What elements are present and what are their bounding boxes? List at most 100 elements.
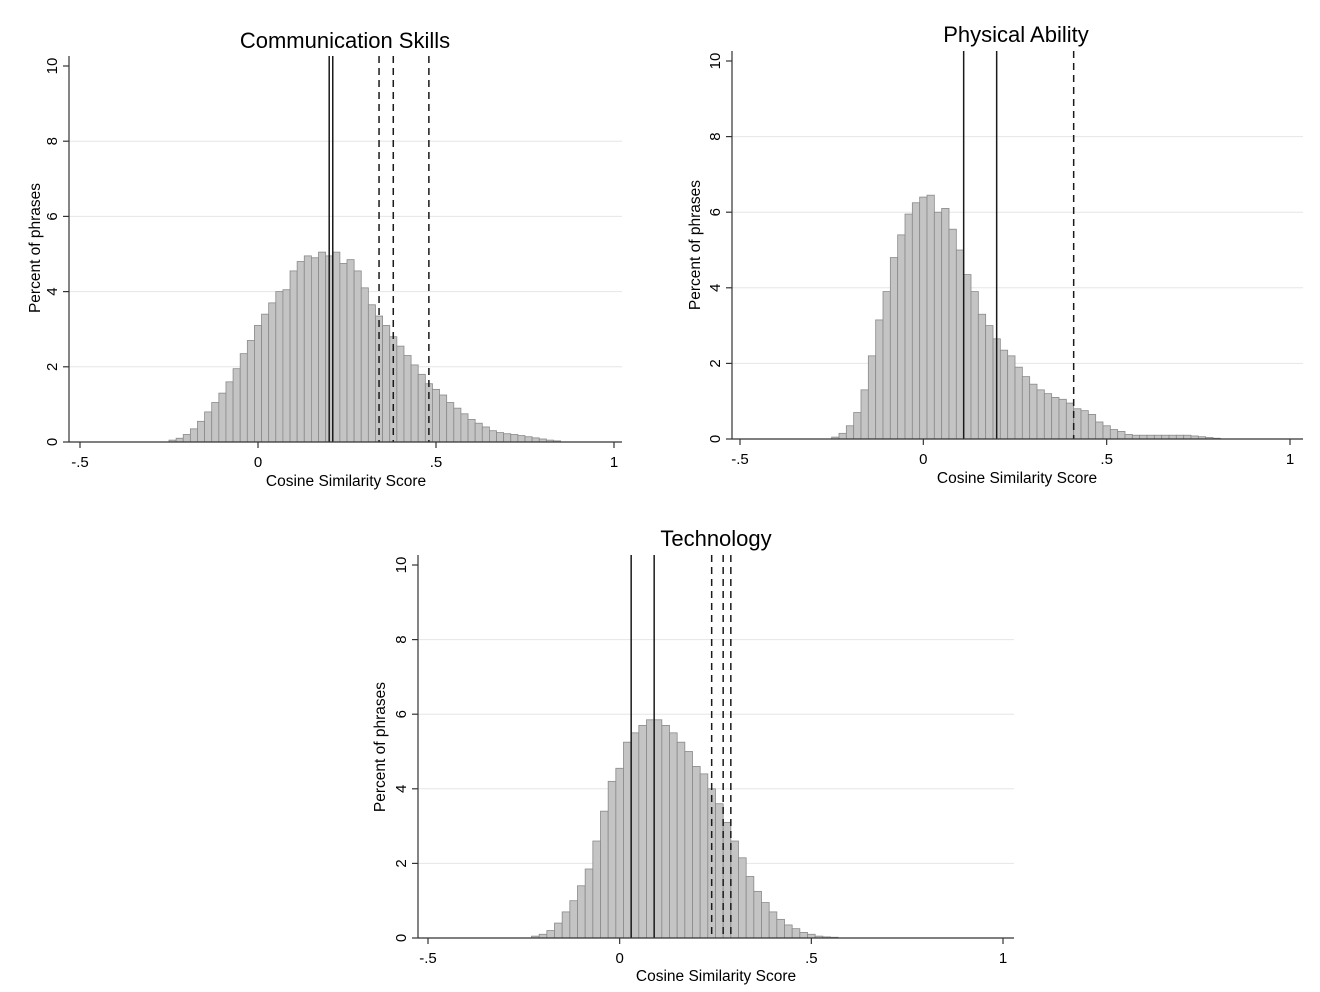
x-axis-title: Cosine Similarity Score	[937, 470, 1097, 487]
histogram-bar	[1021, 376, 1031, 440]
histogram-bar	[446, 402, 455, 443]
histogram-bar	[197, 420, 205, 443]
y-tick-label: 0	[44, 438, 61, 446]
histogram-bar	[838, 432, 847, 440]
y-tick-label: 0	[707, 435, 724, 443]
x-tick-label: .5	[1100, 451, 1113, 468]
histogram-bar	[403, 355, 412, 443]
histogram-bar	[546, 930, 555, 939]
histogram-bar	[453, 407, 462, 443]
y-tick-label: 10	[393, 557, 410, 574]
y-tick-label: 8	[44, 137, 61, 145]
histogram-bar	[955, 249, 965, 440]
histogram-bar	[1029, 383, 1038, 440]
histogram-bar	[738, 857, 747, 939]
histogram-bar	[261, 313, 270, 443]
x-tick-label: 0	[254, 454, 262, 471]
histogram-bar	[296, 261, 305, 443]
histogram-bar	[730, 840, 739, 939]
histogram-bar	[904, 213, 913, 440]
histogram-bar	[684, 751, 693, 939]
histogram-bar	[554, 922, 563, 939]
histogram-bar	[977, 313, 987, 440]
histogram-bar	[753, 890, 762, 939]
histogram-bar	[985, 325, 994, 440]
histogram-bar	[669, 732, 678, 939]
histogram-bar	[1051, 397, 1060, 440]
histogram-bar	[875, 319, 884, 440]
histogram-bar	[882, 291, 891, 440]
y-tick-label: 8	[707, 132, 724, 140]
histogram-bar	[1073, 408, 1082, 440]
histogram-bar	[254, 325, 262, 443]
histogram-bar	[845, 425, 855, 440]
y-tick-label: 4	[707, 284, 724, 292]
histogram-bar	[346, 259, 355, 443]
histogram-bar	[1036, 389, 1045, 440]
histogram-bar	[211, 402, 220, 443]
chart-title: Physical Ability	[943, 22, 1089, 47]
histogram-bar	[239, 353, 248, 443]
histogram-bar	[768, 911, 778, 939]
histogram-bar	[592, 840, 601, 939]
histogram-bar	[439, 394, 448, 443]
histogram-bar	[232, 368, 241, 443]
histogram-bar	[715, 803, 724, 939]
histogram-bar	[360, 287, 369, 443]
histogram-bar	[784, 924, 793, 939]
histogram-bar	[1014, 366, 1023, 440]
y-axis-title: Percent of phrases	[372, 682, 389, 812]
histogram-bar	[1043, 393, 1053, 440]
histogram-bar	[218, 392, 227, 443]
histogram-bar	[310, 257, 319, 443]
histogram-bar	[853, 412, 862, 440]
histogram-bar	[1007, 355, 1016, 440]
histogram-bar	[353, 270, 362, 443]
chart-title: Communication Skills	[240, 28, 450, 53]
y-tick-label: 2	[707, 359, 724, 367]
y-tick-label: 6	[707, 208, 724, 216]
y-tick-label: 0	[393, 934, 410, 942]
histogram-bar	[410, 364, 419, 443]
histogram-bar	[676, 741, 686, 939]
histogram-bar	[460, 413, 469, 443]
histogram-bar	[510, 434, 519, 443]
x-tick-label: 1	[1286, 451, 1294, 468]
chart-title: Technology	[660, 526, 771, 551]
histogram-bar	[963, 274, 972, 440]
histogram-bar	[577, 885, 586, 939]
histogram-bar	[1124, 434, 1133, 440]
y-axis-title: Percent of phrases	[687, 180, 704, 310]
histogram-bar	[776, 918, 785, 939]
histogram-bar	[289, 270, 298, 443]
histogram-bar	[970, 291, 979, 440]
histogram-bar	[607, 780, 617, 939]
histogram-bar	[182, 434, 191, 443]
histogram-bar	[488, 430, 497, 443]
histogram-bar	[268, 302, 277, 443]
histogram-bar	[517, 435, 526, 443]
y-tick-label: 4	[393, 785, 410, 793]
histogram-bar	[897, 234, 906, 440]
x-tick-label: -.5	[419, 950, 437, 967]
histogram-bar	[275, 291, 284, 443]
histogram-bar	[889, 257, 899, 440]
y-tick-label: 2	[393, 859, 410, 867]
histogram-bar	[367, 304, 376, 443]
histogram-bar	[761, 902, 770, 939]
x-tick-label: 1	[610, 454, 618, 471]
x-tick-label: 0	[615, 950, 623, 967]
histogram-bar	[318, 251, 327, 443]
y-tick-label: 2	[44, 363, 61, 371]
y-tick-label: 10	[44, 58, 61, 75]
histogram-bar	[474, 422, 483, 443]
histogram-bar	[417, 373, 426, 443]
histogram-bar	[646, 719, 655, 939]
histogram-bar	[623, 741, 632, 939]
y-tick-label: 6	[393, 710, 410, 718]
histogram-bar	[600, 810, 609, 939]
histogram-bar	[791, 928, 801, 939]
